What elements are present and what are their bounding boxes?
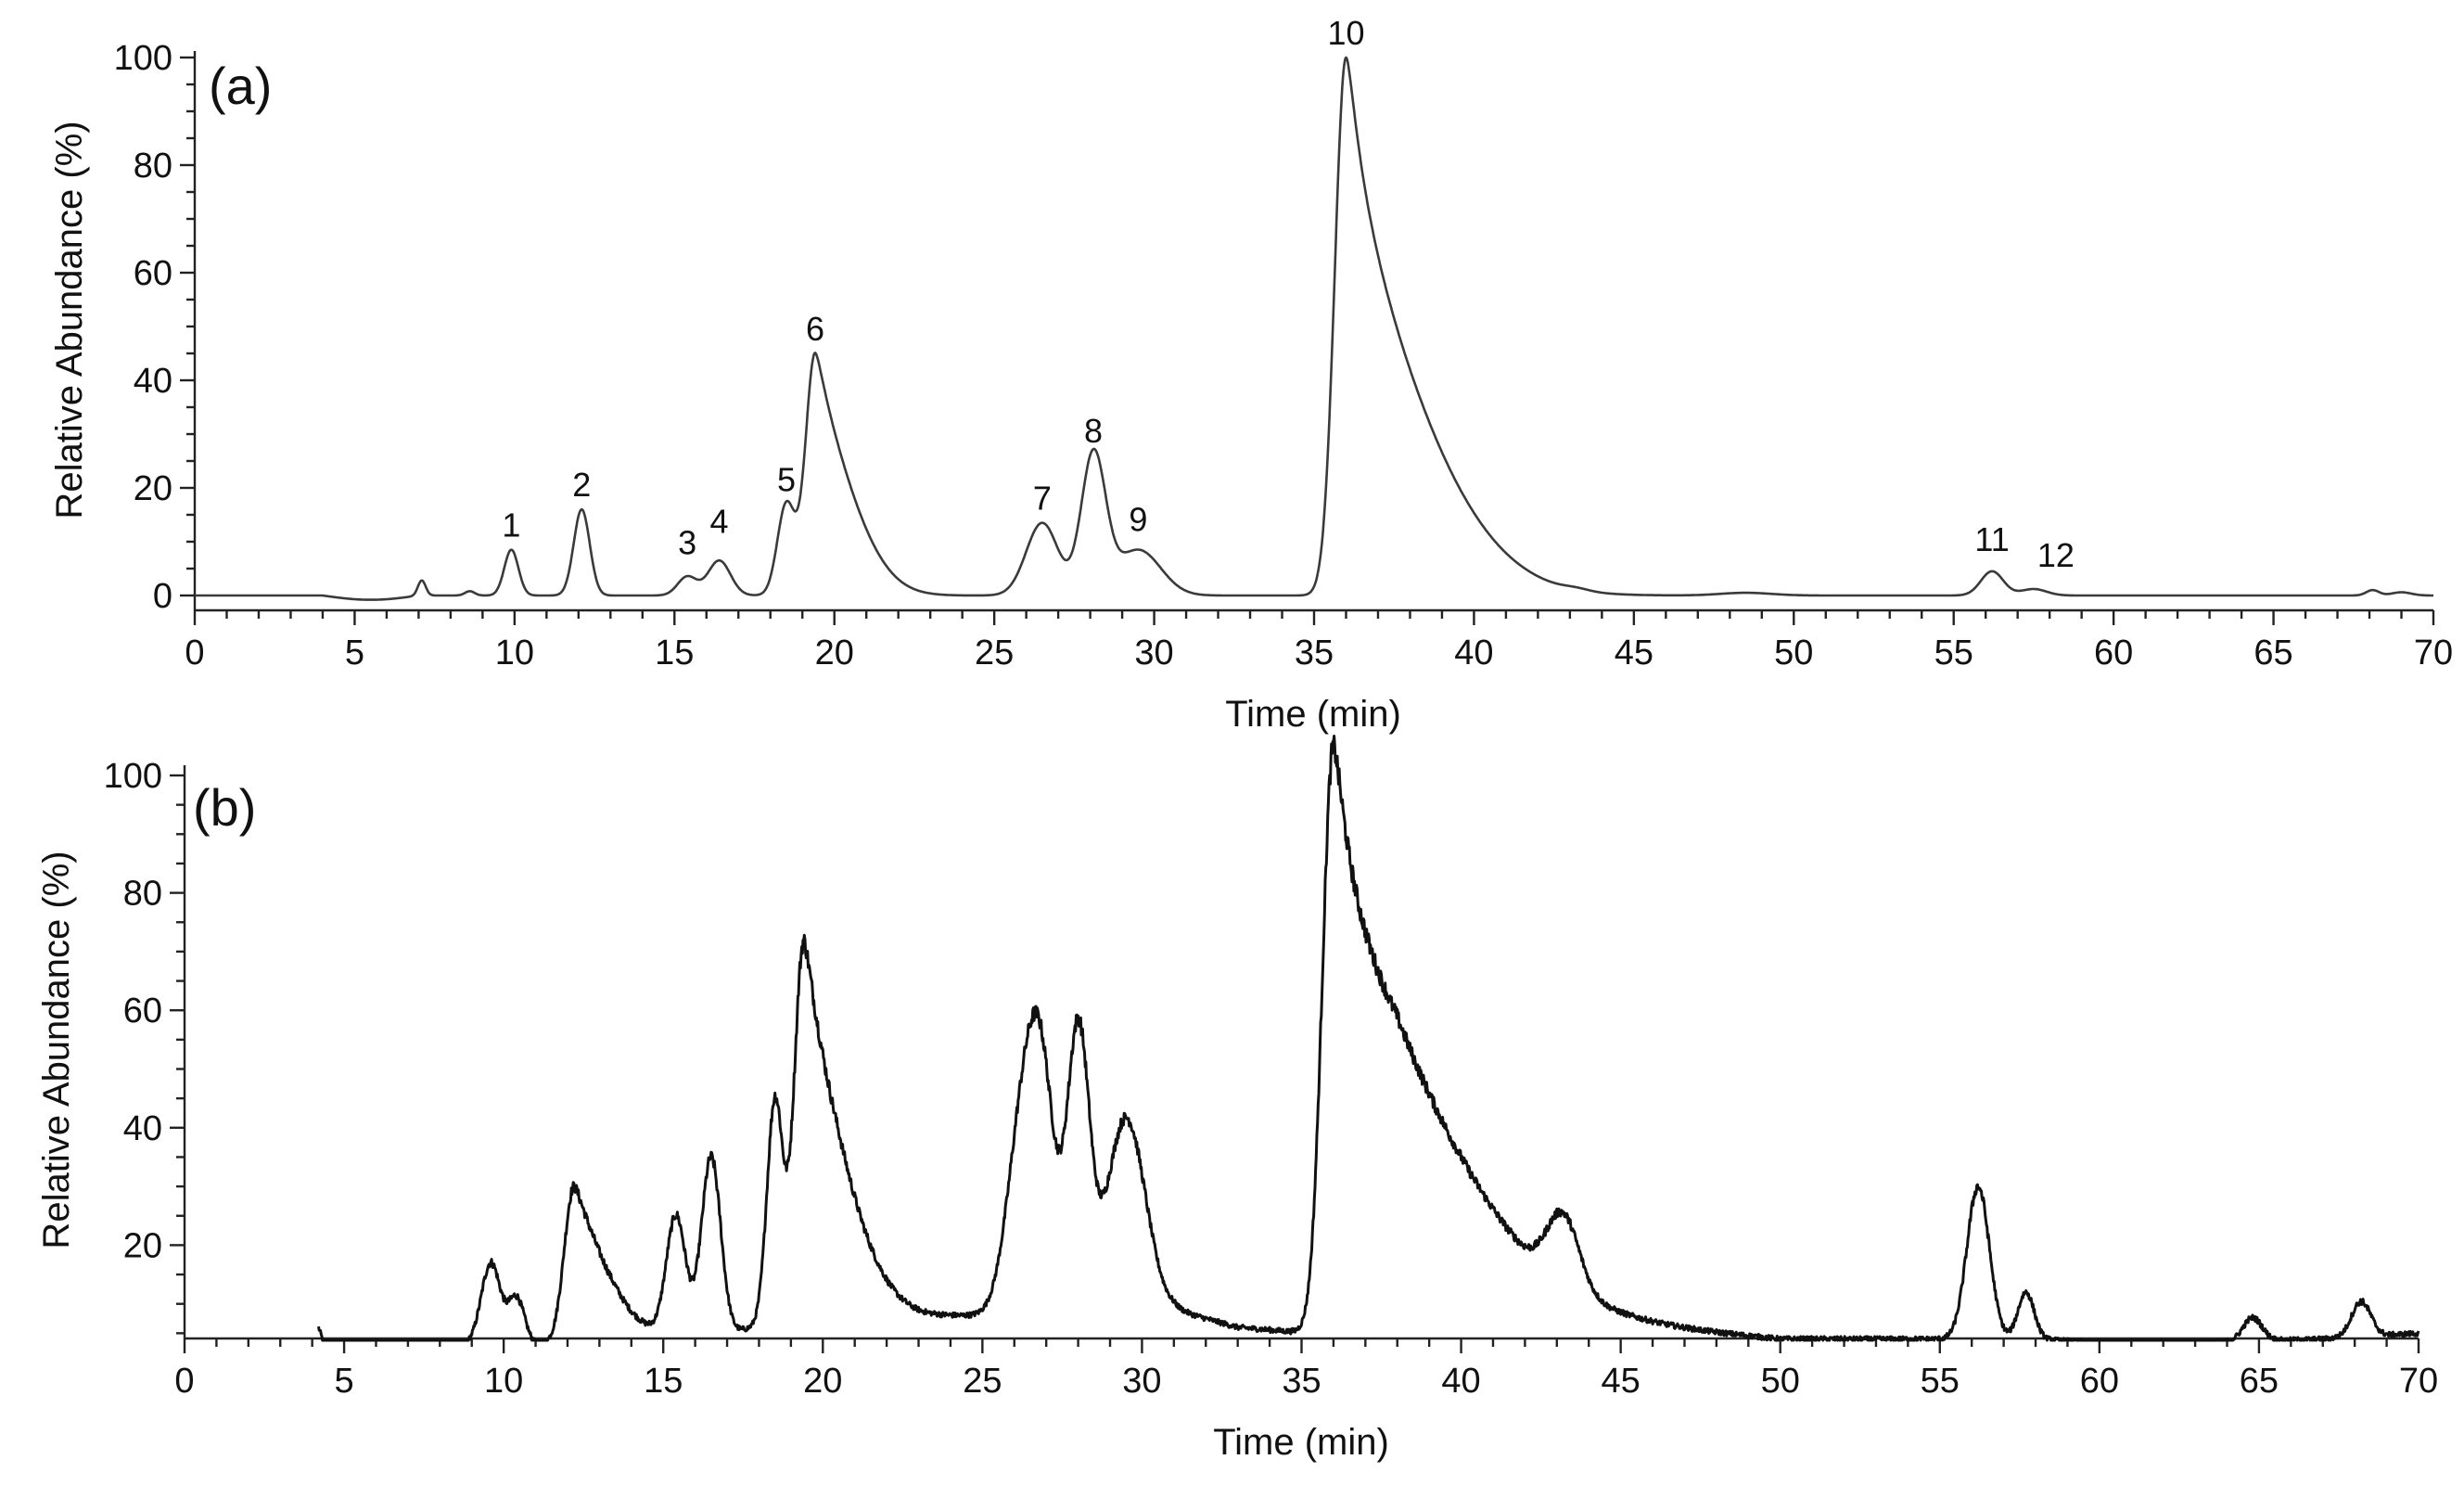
x-axis-title-b: Time (min) — [1213, 1422, 1389, 1463]
x-tick-label: 70 — [2399, 1362, 2438, 1401]
x-tick-label: 30 — [1134, 634, 1173, 672]
y-tick-label: 100 — [114, 39, 172, 78]
x-axis-title-a: Time (min) — [1225, 694, 1401, 735]
y-tick-label: 20 — [123, 1226, 162, 1265]
x-tick-label: 65 — [2253, 634, 2292, 672]
chromatogram-trace-b — [317, 735, 2420, 1342]
peak-label: 3 — [678, 524, 696, 562]
y-tick-label: 80 — [123, 875, 162, 914]
x-tick-label: 25 — [963, 1362, 1002, 1401]
x-tick-label: 70 — [2414, 634, 2453, 672]
x-tick-label: 10 — [495, 634, 534, 672]
peak-label: 10 — [1327, 14, 1364, 52]
peak-label: 1 — [502, 506, 520, 544]
x-tick-label: 20 — [803, 1362, 842, 1401]
x-tick-label: 5 — [335, 1362, 354, 1401]
x-tick-label: 35 — [1295, 634, 1334, 672]
chromatogram-panel-a: (a) Relative Abundance (%) Time (min) 0 5… — [49, 14, 2453, 735]
y-tick-label: 40 — [134, 362, 172, 401]
x-tick-label: 15 — [655, 634, 694, 672]
peak-label: 11 — [1974, 520, 2009, 558]
y-tick-label: 0 — [153, 577, 172, 616]
peak-label: 8 — [1084, 412, 1103, 450]
x-tick-label: 15 — [644, 1362, 683, 1401]
y-axis-title-b: Relative Abundance (%) — [36, 851, 77, 1248]
x-tick-label: 30 — [1122, 1362, 1161, 1401]
y-tick-label: 20 — [134, 469, 172, 508]
x-tick-label: 40 — [1441, 1362, 1480, 1401]
axis-ticks-b: 0 5 10 15 20 25 30 35 40 45 50 55 60 65 70 20 40 60 80 100 — [104, 757, 2439, 1401]
x-tick-label: 55 — [1921, 1362, 1960, 1401]
y-tick-label: 80 — [134, 147, 172, 186]
x-tick-label: 60 — [2094, 634, 2133, 672]
y-tick-label: 60 — [134, 254, 172, 293]
peak-label: 9 — [1129, 501, 1147, 539]
peak-label: 7 — [1033, 480, 1052, 518]
chromatogram-trace-a — [194, 56, 2434, 601]
x-tick-label: 25 — [975, 634, 1014, 672]
x-tick-label: 65 — [2240, 1362, 2279, 1401]
x-tick-label: 5 — [345, 634, 364, 672]
y-tick-label: 100 — [104, 757, 162, 796]
peak-label: 4 — [710, 502, 729, 540]
x-tick-label: 60 — [2080, 1362, 2119, 1401]
panel-label-b: (b) — [193, 778, 256, 837]
x-tick-label: 45 — [1602, 1362, 1641, 1401]
panel-label-a: (a) — [209, 57, 272, 115]
x-tick-label: 50 — [1774, 634, 1813, 672]
x-tick-label: 55 — [1934, 634, 1973, 672]
peak-label: 2 — [572, 466, 591, 504]
x-tick-label: 50 — [1761, 1362, 1800, 1401]
peak-label: 12 — [2037, 536, 2075, 574]
peak-label: 5 — [777, 460, 796, 498]
peak-label: 6 — [806, 310, 824, 348]
x-tick-label: 10 — [484, 1362, 523, 1401]
x-tick-label: 45 — [1615, 634, 1653, 672]
x-tick-label: 35 — [1282, 1362, 1321, 1401]
x-tick-label: 0 — [185, 634, 204, 672]
y-axis-title-a: Relative Abundance (%) — [49, 121, 90, 519]
x-tick-label: 20 — [815, 634, 854, 672]
chromatogram-panel-b: (b) Relative Abundance (%) Time (min) 0 5… — [36, 735, 2439, 1463]
y-tick-label: 40 — [123, 1109, 162, 1148]
y-tick-label: 60 — [123, 992, 162, 1031]
x-tick-label: 0 — [174, 1362, 194, 1401]
x-tick-label: 40 — [1454, 634, 1493, 672]
